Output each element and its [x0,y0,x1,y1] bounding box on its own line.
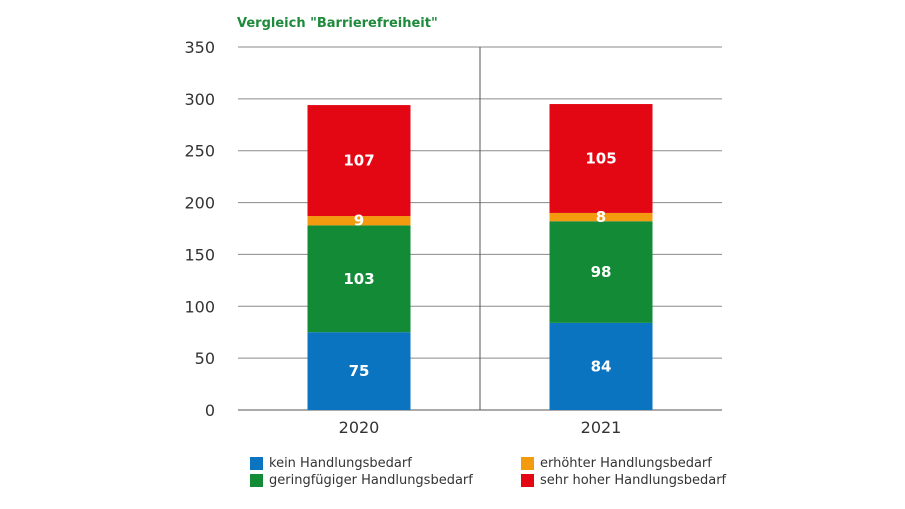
y-tick-label: 300 [184,90,215,109]
data-label: 98 [591,263,612,281]
y-tick-label: 100 [184,297,215,316]
y-tick-label: 0 [205,401,215,420]
bars [307,104,653,410]
legend-item-geringfuegig: geringfügiger Handlungsbedarf [250,473,473,488]
x-axis: 2020 2021 [339,418,622,437]
data-label: 75 [349,362,370,380]
y-axis: 0 50 100 150 200 250 300 350 [184,38,215,420]
y-tick-label: 50 [195,349,215,368]
legend-swatch [250,474,263,487]
legend-label: erhöhter Handlungsbedarf [540,456,712,471]
data-label: 103 [343,270,374,288]
bar-segment [307,332,411,410]
data-label: 9 [354,212,364,230]
bar-segment [307,225,411,333]
data-label: 107 [343,152,374,170]
y-tick-label: 150 [184,245,215,264]
legend-swatch [250,457,263,470]
y-tick-label: 200 [184,194,215,213]
legend-label: kein Handlungsbedarf [269,456,412,471]
x-tick-label: 2021 [581,418,622,437]
chart-title: Vergleich "Barrierefreiheit" [237,16,438,31]
legend: kein Handlungsbedarf geringfügiger Handl… [0,452,905,492]
bar-segment [549,104,653,213]
data-label: 84 [591,357,612,375]
legend-item-erhoeht: erhöhter Handlungsbedarf [521,456,712,471]
value-labels: 75 103 9 107 84 98 8 105 [343,149,616,380]
y-tick-label: 350 [184,38,215,57]
data-label: 8 [596,208,606,226]
bar-segment [307,105,411,217]
legend-swatch [521,474,534,487]
data-label: 105 [585,149,616,167]
legend-label: sehr hoher Handlungsbedarf [540,473,727,488]
legend-item-kein: kein Handlungsbedarf [250,456,412,471]
legend-swatch [521,457,534,470]
bar-segment [549,221,653,323]
bar-segment [307,216,411,226]
y-tick-label: 250 [184,142,215,161]
bar-segment [549,322,653,410]
legend-item-sehr-hoch: sehr hoher Handlungsbedarf [521,473,726,488]
x-tick-label: 2020 [339,418,380,437]
bar-segment [549,212,653,222]
legend-label: geringfügiger Handlungsbedarf [269,473,473,488]
